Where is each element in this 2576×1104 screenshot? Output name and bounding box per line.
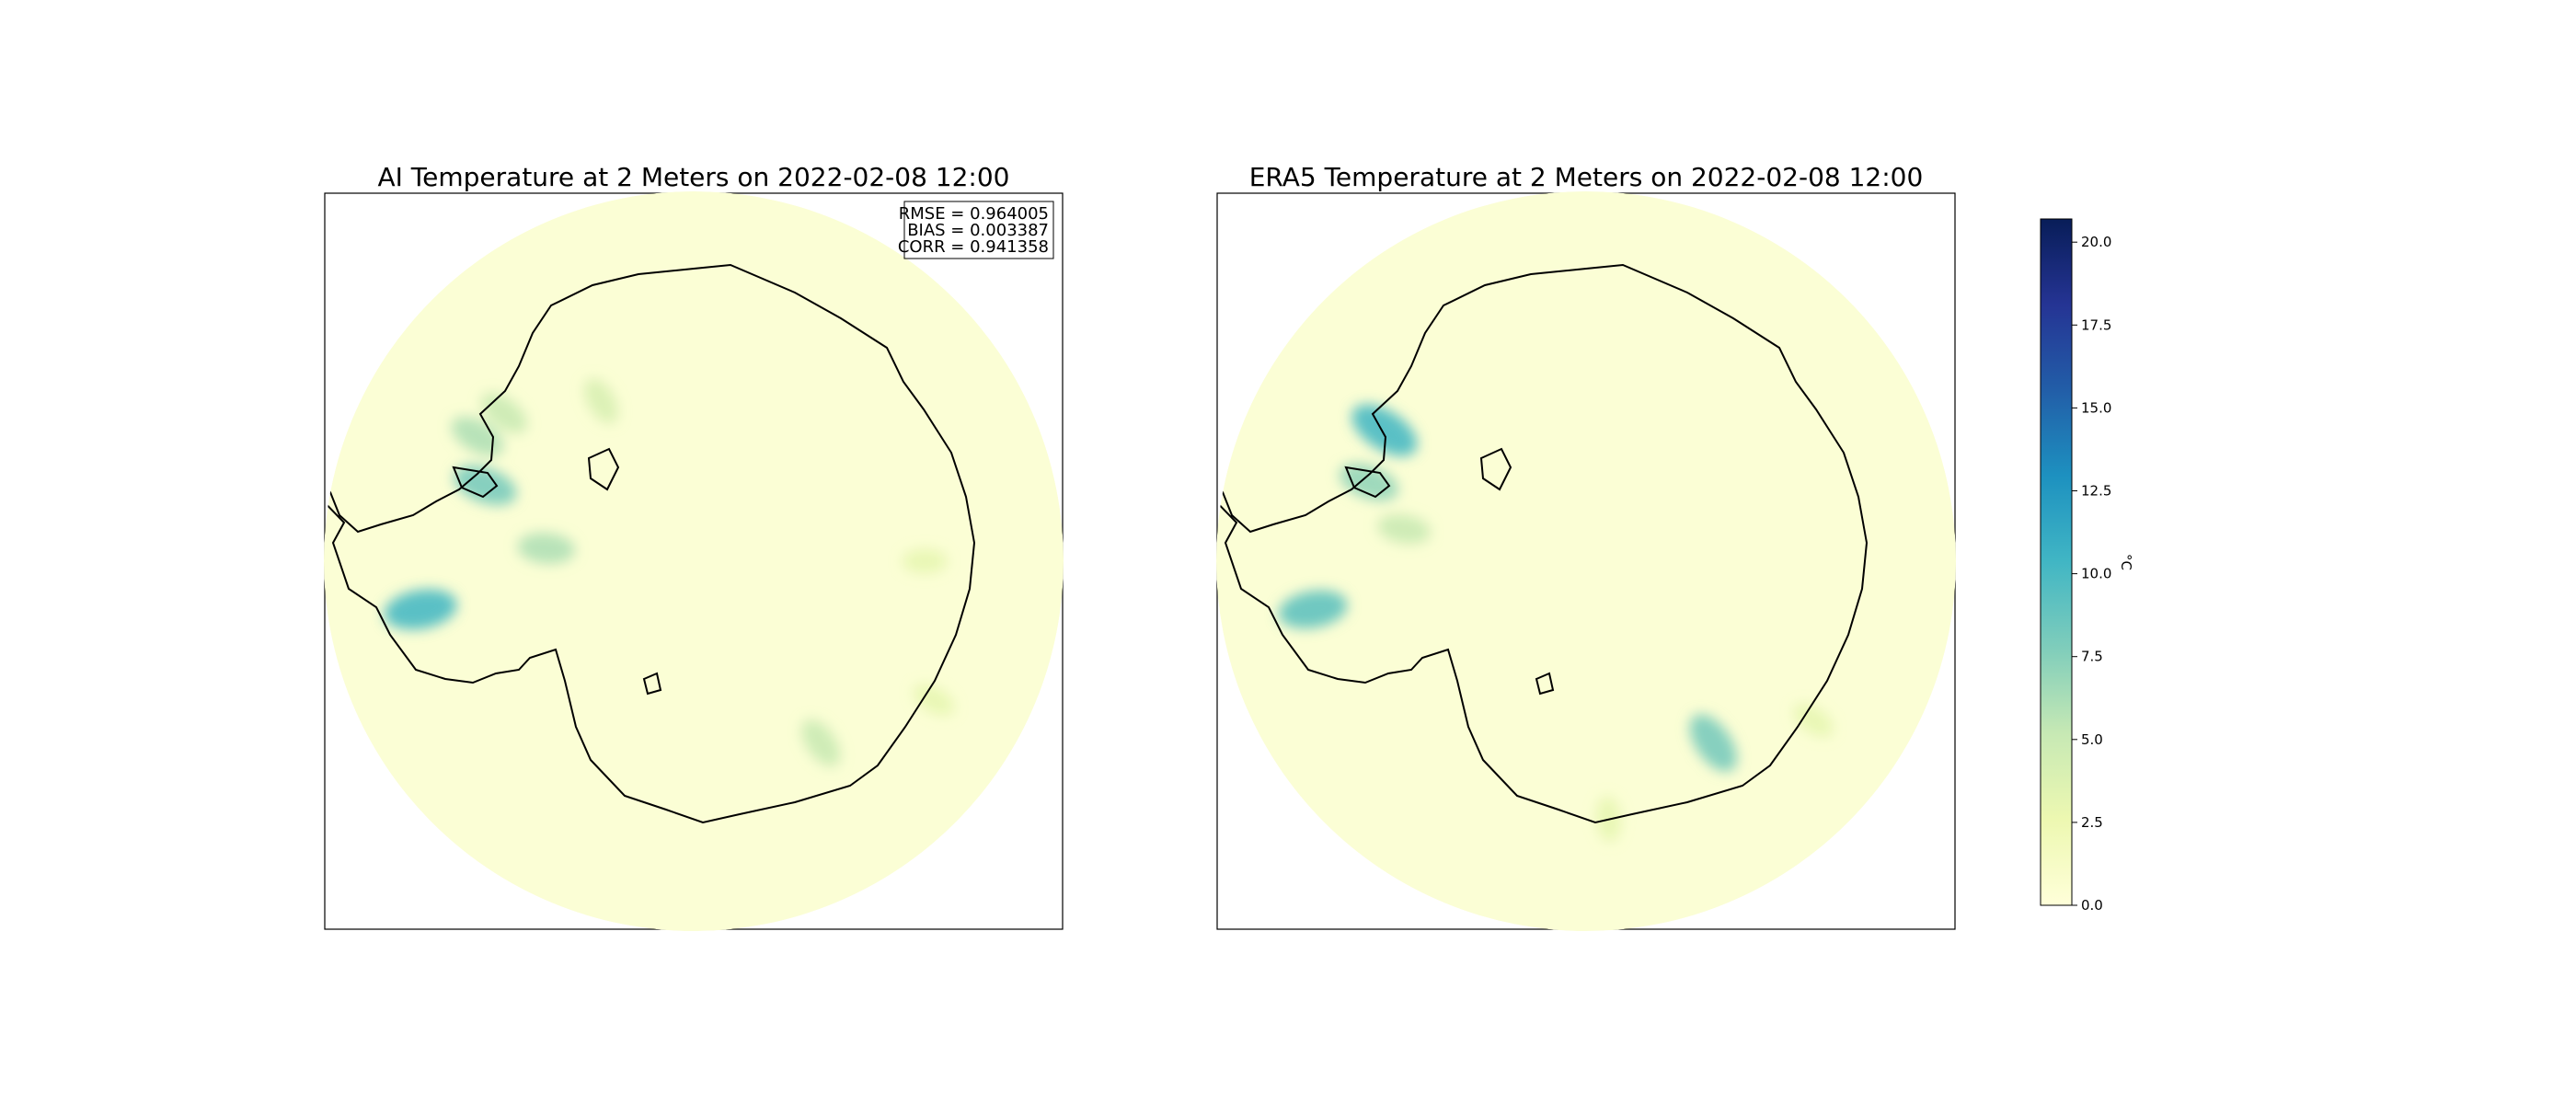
right-coastline-details xyxy=(1344,447,1555,696)
hotspot-2 xyxy=(1339,463,1398,501)
hotspot-1 xyxy=(454,466,517,505)
colorbar-tick-label: 2.5 xyxy=(2081,814,2103,831)
left-bias: BIAS = 0.003387 xyxy=(907,221,1049,240)
colorbar-tick-label: 17.5 xyxy=(2081,316,2111,333)
left-map xyxy=(324,191,1064,931)
right-map xyxy=(1216,191,1956,931)
right-title: ERA5 Temperature at 2 Meters on 2022-02-… xyxy=(1249,162,1924,192)
hotspot-3 xyxy=(1377,514,1431,545)
hotspot-1 xyxy=(1351,404,1418,456)
left-corr: CORR = 0.941358 xyxy=(898,237,1049,257)
colorbar-tick-label: 20.0 xyxy=(2081,234,2111,250)
hotspot-4 xyxy=(1689,714,1737,772)
right-hotspots xyxy=(1278,404,1834,842)
left-disk xyxy=(324,191,1064,931)
colorbar-label: °C xyxy=(2118,554,2134,570)
hotspot-8 xyxy=(913,684,955,716)
hotspot-7 xyxy=(902,548,948,574)
right-disk xyxy=(1216,191,1956,931)
hotspot-0 xyxy=(1278,590,1348,629)
colorbar-tick-label: 10.0 xyxy=(2081,566,2111,582)
hotspot-4 xyxy=(584,378,618,424)
left-coastline-details xyxy=(452,447,662,696)
left-stats-box: RMSE = 0.964005 BIAS = 0.003387 CORR = 0… xyxy=(898,201,1054,259)
colorbar-tick-label: 15.0 xyxy=(2081,399,2111,416)
left-title: AI Temperature at 2 Meters on 2022-02-08… xyxy=(377,162,1009,192)
hotspot-5 xyxy=(1793,704,1834,737)
colorbar-tick-label: 7.5 xyxy=(2081,649,2103,665)
left-rmse: RMSE = 0.964005 xyxy=(899,204,1049,224)
colorbar-tick-label: 0.0 xyxy=(2081,897,2103,914)
colorbar-tick-label: 12.5 xyxy=(2081,483,2111,500)
colorbar-tick-label: 5.0 xyxy=(2081,731,2103,748)
hotspot-5 xyxy=(517,533,575,564)
hotspot-6 xyxy=(801,719,841,766)
colorbar: 0.0 2.5 5.0 7.5 10.0 12.5 15.0 17.5 20.0 °C xyxy=(2040,218,2134,914)
colorbar-bar xyxy=(2040,218,2073,906)
left-hotspots xyxy=(384,378,955,766)
hotspot-0 xyxy=(384,589,457,630)
hotspot-2 xyxy=(451,417,504,456)
colorbar-ticks: 0.0 2.5 5.0 7.5 10.0 12.5 15.0 17.5 20.0 xyxy=(2072,234,2111,914)
